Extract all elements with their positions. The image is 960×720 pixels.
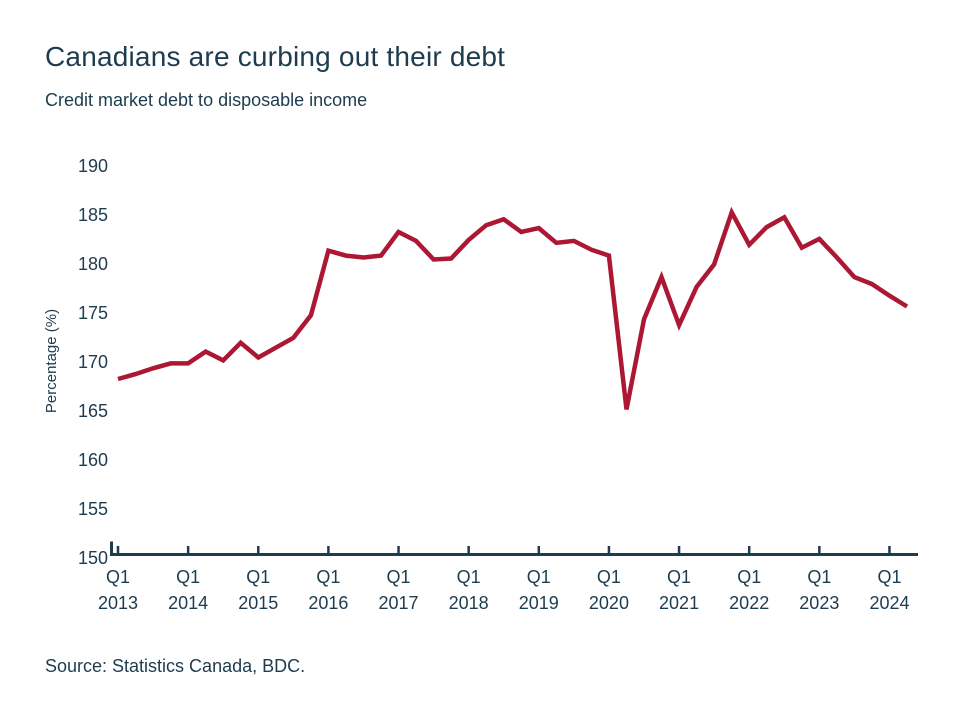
y-axis-tick-label: 185 [78, 205, 108, 225]
x-axis-label-quarter: Q1 [737, 567, 761, 587]
chart-title: Canadians are curbing out their debt [45, 41, 506, 72]
x-axis-label-year: 2017 [379, 593, 419, 613]
x-axis-label-quarter: Q1 [527, 567, 551, 587]
y-axis-tick-label: 155 [78, 499, 108, 519]
x-axis-label-year: 2024 [869, 593, 909, 613]
x-axis-label-year: 2021 [659, 593, 699, 613]
x-axis-label-quarter: Q1 [807, 567, 831, 587]
source-note: Source: Statistics Canada, BDC. [45, 656, 306, 676]
x-axis-label-quarter: Q1 [246, 567, 270, 587]
x-axis-label-quarter: Q1 [106, 567, 130, 587]
x-axis-label-quarter: Q1 [597, 567, 621, 587]
x-axis-label-quarter: Q1 [457, 567, 481, 587]
x-axis-label-quarter: Q1 [387, 567, 411, 587]
debt-trend-line [117, 206, 909, 410]
x-axis-label-year: 2015 [238, 593, 278, 613]
x-axis-label-year: 2014 [168, 593, 208, 613]
x-axis-label-year: 2022 [729, 593, 769, 613]
x-axis-label-year: 2019 [519, 593, 559, 613]
y-axis-tick-label: 170 [78, 352, 108, 372]
x-axis-label-year: 2023 [799, 593, 839, 613]
y-axis-tick-label: 190 [78, 156, 108, 176]
x-axis-label-year: 2018 [449, 593, 489, 613]
x-axis-label-quarter: Q1 [176, 567, 200, 587]
y-axis-tick-label: 180 [78, 254, 108, 274]
y-axis-tick-label: 150 [78, 548, 108, 568]
y-axis-tick-label: 165 [78, 401, 108, 421]
y-axis-tick-label: 160 [78, 450, 108, 470]
y-axis-title: Percentage (%) [43, 309, 60, 413]
x-axis-label-year: 2020 [589, 593, 629, 613]
x-axis-label-year: 2013 [98, 593, 138, 613]
chart-subtitle: Credit market debt to disposable income [45, 90, 368, 110]
y-axis-tick-label: 175 [78, 303, 108, 323]
x-axis-label-quarter: Q1 [877, 567, 901, 587]
x-axis-label-year: 2016 [308, 593, 348, 613]
x-axis-label-quarter: Q1 [316, 567, 340, 587]
x-axis-label-quarter: Q1 [667, 567, 691, 587]
